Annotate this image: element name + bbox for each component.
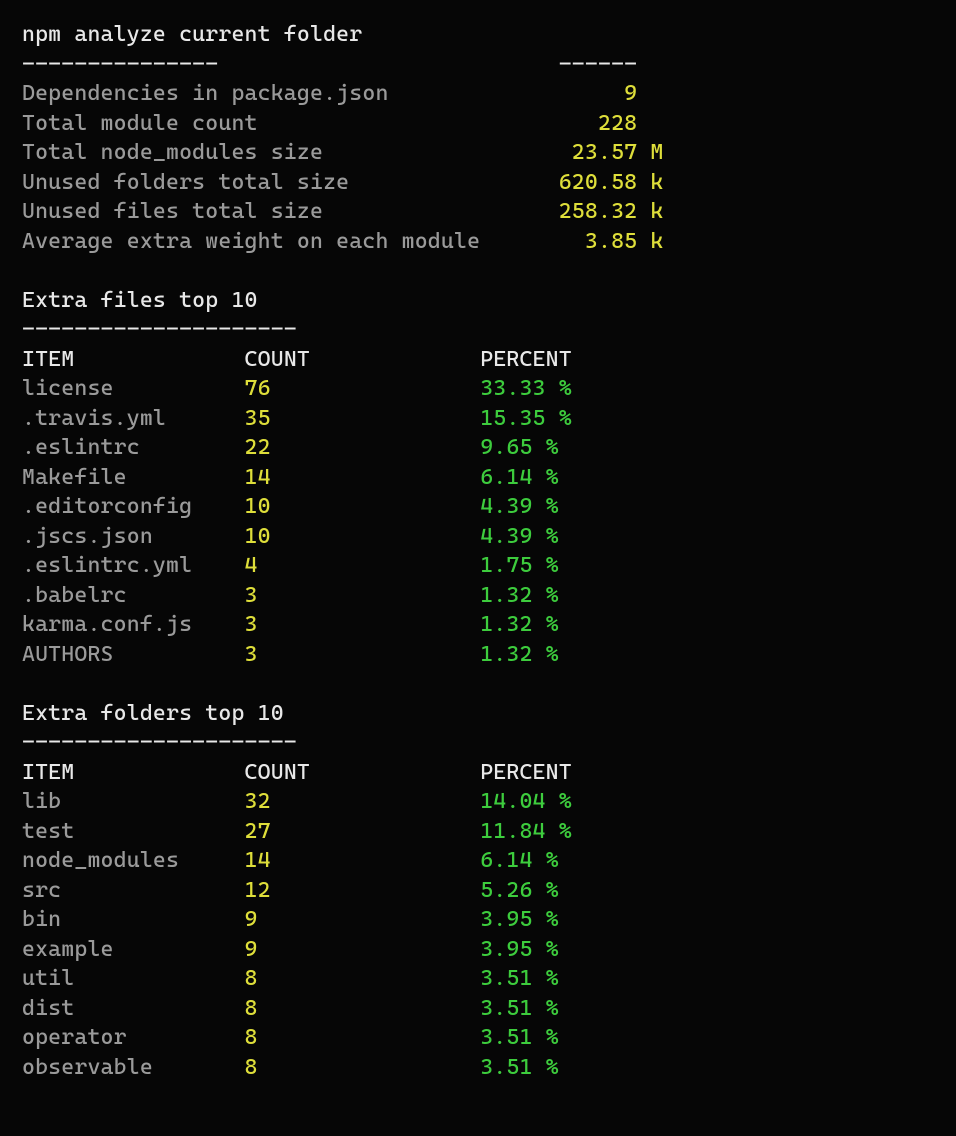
col-header-percent: PERCENT	[480, 760, 572, 785]
row-count: 14	[245, 465, 481, 490]
section-dashes: ---------------------	[22, 730, 297, 755]
row-item: operator	[22, 1025, 245, 1050]
col-header-count: COUNT	[245, 760, 481, 785]
row-percent: 1.75 %	[480, 553, 559, 578]
summary-value: 228	[506, 111, 637, 136]
row-item: .jscs.json	[22, 524, 245, 549]
row-percent: 15.35 %	[480, 406, 572, 431]
row-item: karma.conf.js	[22, 612, 245, 637]
summary-label: Unused files total size	[22, 199, 506, 224]
row-item: Makefile	[22, 465, 245, 490]
title-dashes: --------------- ------	[22, 52, 637, 77]
row-percent: 6.14 %	[480, 848, 559, 873]
summary-label: Total module count	[22, 111, 506, 136]
row-count: 10	[245, 494, 481, 519]
summary-label: Dependencies in package.json	[22, 81, 506, 106]
col-header-item: ITEM	[22, 760, 245, 785]
col-header-percent: PERCENT	[480, 347, 572, 372]
row-item: .eslintrc	[22, 435, 245, 460]
col-header-count: COUNT	[245, 347, 481, 372]
row-count: 3	[245, 642, 481, 667]
row-item: test	[22, 819, 245, 844]
row-count: 35	[245, 406, 481, 431]
row-item: AUTHORS	[22, 642, 245, 667]
section-title: Extra files top 10	[22, 288, 258, 313]
row-item: node_modules	[22, 848, 245, 873]
row-item: license	[22, 376, 245, 401]
row-percent: 14.04 %	[480, 789, 572, 814]
row-count: 76	[245, 376, 481, 401]
row-count: 8	[245, 1025, 481, 1050]
row-percent: 3.51 %	[480, 1025, 559, 1050]
summary-value: 620.58 k	[506, 170, 663, 195]
row-item: observable	[22, 1055, 245, 1080]
row-count: 27	[245, 819, 481, 844]
row-percent: 5.26 %	[480, 878, 559, 903]
report-title: npm analyze current folder	[22, 22, 362, 47]
row-count: 14	[245, 848, 481, 873]
row-count: 3	[245, 612, 481, 637]
row-percent: 1.32 %	[480, 642, 559, 667]
row-item: .eslintrc.yml	[22, 553, 245, 578]
summary-label: Average extra weight on each module	[22, 229, 506, 254]
row-item: bin	[22, 907, 245, 932]
row-count: 9	[245, 937, 481, 962]
col-header-item: ITEM	[22, 347, 245, 372]
row-percent: 4.39 %	[480, 494, 559, 519]
row-percent: 1.32 %	[480, 583, 559, 608]
row-count: 22	[245, 435, 481, 460]
summary-value: 3.85 k	[506, 229, 663, 254]
row-item: .travis.yml	[22, 406, 245, 431]
row-item: util	[22, 966, 245, 991]
row-percent: 33.33 %	[480, 376, 572, 401]
row-item: .editorconfig	[22, 494, 245, 519]
summary-value: 258.32 k	[506, 199, 663, 224]
row-percent: 3.95 %	[480, 907, 559, 932]
row-count: 8	[245, 966, 481, 991]
row-count: 10	[245, 524, 481, 549]
row-item: .babelrc	[22, 583, 245, 608]
row-count: 9	[245, 907, 481, 932]
row-count: 12	[245, 878, 481, 903]
row-count: 8	[245, 1055, 481, 1080]
row-percent: 3.51 %	[480, 1055, 559, 1080]
row-percent: 3.95 %	[480, 937, 559, 962]
row-count: 3	[245, 583, 481, 608]
summary-value: 23.57 M	[506, 140, 663, 165]
row-percent: 9.65 %	[480, 435, 559, 460]
row-percent: 11.84 %	[480, 819, 572, 844]
row-count: 8	[245, 996, 481, 1021]
row-percent: 4.39 %	[480, 524, 559, 549]
row-percent: 1.32 %	[480, 612, 559, 637]
section-title: Extra folders top 10	[22, 701, 284, 726]
row-count: 4	[245, 553, 481, 578]
row-item: lib	[22, 789, 245, 814]
section-dashes: ---------------------	[22, 317, 297, 342]
summary-label: Total node_modules size	[22, 140, 506, 165]
row-item: example	[22, 937, 245, 962]
row-percent: 3.51 %	[480, 966, 559, 991]
summary-label: Unused folders total size	[22, 170, 506, 195]
row-percent: 6.14 %	[480, 465, 559, 490]
terminal-output: npm analyze current folder -------------…	[0, 0, 956, 1102]
summary-value: 9	[506, 81, 637, 106]
row-count: 32	[245, 789, 481, 814]
row-item: src	[22, 878, 245, 903]
row-item: dist	[22, 996, 245, 1021]
row-percent: 3.51 %	[480, 996, 559, 1021]
